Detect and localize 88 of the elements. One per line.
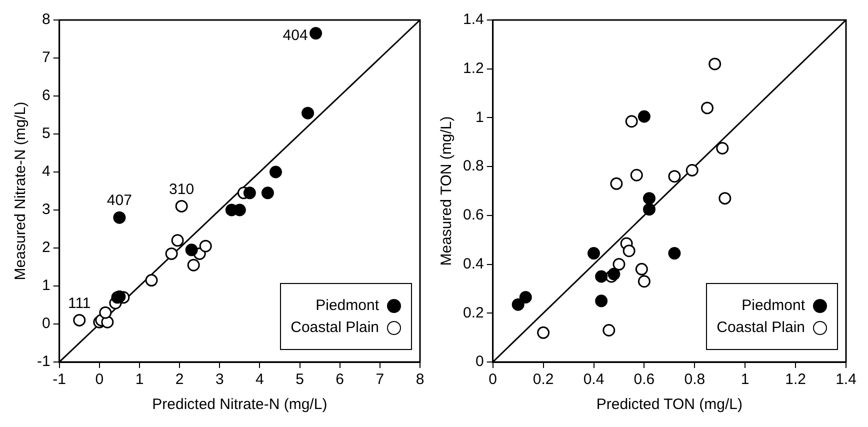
point (686, 164, 698, 176)
point (73, 314, 86, 326)
point (171, 234, 184, 247)
legend-label: Piedmont (742, 297, 805, 314)
x-tick-label: 1 (740, 371, 750, 388)
y-tick-label: 5 (42, 125, 50, 142)
y-tick-label: 3 (42, 201, 50, 218)
y-tick-label: 0 (42, 315, 50, 332)
point (612, 258, 626, 271)
legend-label: Coastal Plain (290, 319, 379, 336)
point (537, 326, 550, 339)
x-axis-title: Predicted Nitrate-N (mg/L) (152, 396, 328, 414)
point (622, 244, 636, 258)
point (701, 102, 714, 114)
y-axis-title: Measured Nitrate-N (mg/L) (12, 102, 30, 280)
x-tick-label: 4 (256, 371, 264, 388)
y-tick-label: 1 (42, 277, 50, 294)
annotation: 111 (68, 294, 91, 312)
x-tick-label: 1.4 (836, 371, 856, 388)
point (602, 324, 616, 336)
point (588, 247, 600, 260)
point (187, 258, 200, 272)
x-tick-label: 0.6 (634, 371, 655, 388)
point (718, 192, 732, 205)
y-axis-title: Measured TON (mg/L) (438, 116, 456, 266)
point (185, 244, 198, 256)
point (642, 203, 656, 216)
x-tick-label: 0.2 (532, 371, 554, 388)
point (638, 275, 650, 288)
point (638, 110, 650, 123)
legend-label: Coastal Plain (716, 319, 805, 336)
point (310, 27, 322, 40)
x-tick-label: 7 (376, 371, 384, 388)
y-tick-label: 0 (476, 353, 484, 370)
point (199, 240, 212, 252)
x-tick-label: 0.4 (583, 371, 604, 388)
x-tick-label: 8 (416, 371, 424, 388)
x-axis-title: Predicted TON (mg/L) (596, 396, 743, 414)
x-tick-label: -1 (52, 371, 66, 388)
point (145, 274, 158, 287)
y-tick-label: 0.4 (462, 255, 484, 272)
point (165, 247, 178, 260)
point (261, 186, 274, 200)
y-tick-label: 1.2 (462, 60, 484, 77)
y-tick-label: 0.6 (462, 206, 484, 224)
annotation: 407 (106, 192, 132, 210)
x-tick-label: 0.8 (684, 371, 706, 388)
point (668, 247, 681, 260)
x-tick-label: 6 (336, 371, 344, 388)
point (608, 268, 620, 280)
point (519, 291, 532, 304)
point (302, 106, 314, 120)
point (512, 298, 524, 311)
x-tick-label: 2 (175, 371, 184, 388)
y-tick-label: 6 (42, 87, 50, 104)
point (175, 200, 188, 212)
y-tick-label: 0.2 (462, 304, 484, 322)
y-tick-label: 1.4 (462, 11, 484, 28)
point (635, 262, 648, 276)
y-tick-label: 4 (42, 163, 50, 180)
annotation: 310 (169, 180, 194, 198)
annotation: 404 (282, 26, 308, 44)
y-tick-label: -1 (36, 353, 50, 370)
point (99, 306, 112, 319)
point (642, 192, 656, 205)
point (269, 166, 282, 178)
point (625, 115, 638, 128)
point (668, 170, 681, 183)
point (113, 211, 126, 224)
point (716, 142, 729, 154)
point (630, 168, 643, 182)
point (708, 58, 722, 70)
y-tick-label: 8 (42, 11, 50, 28)
point (595, 270, 608, 283)
x-tick-label: 1.2 (785, 371, 806, 388)
x-tick-label: 5 (296, 371, 304, 388)
point (610, 177, 623, 190)
x-tick-label: 0 (95, 371, 104, 388)
x-tick-label: 1 (135, 371, 144, 388)
y-tick-label: 2 (42, 239, 50, 256)
y-tick-label: 1 (476, 108, 484, 126)
y-tick-label: 7 (42, 49, 50, 66)
point (243, 186, 256, 200)
legend-label: Piedmont (316, 297, 379, 314)
y-tick-label: 0.8 (462, 158, 484, 175)
point (595, 294, 608, 308)
x-tick-label: 0 (488, 371, 498, 388)
x-tick-label: 3 (215, 371, 224, 388)
